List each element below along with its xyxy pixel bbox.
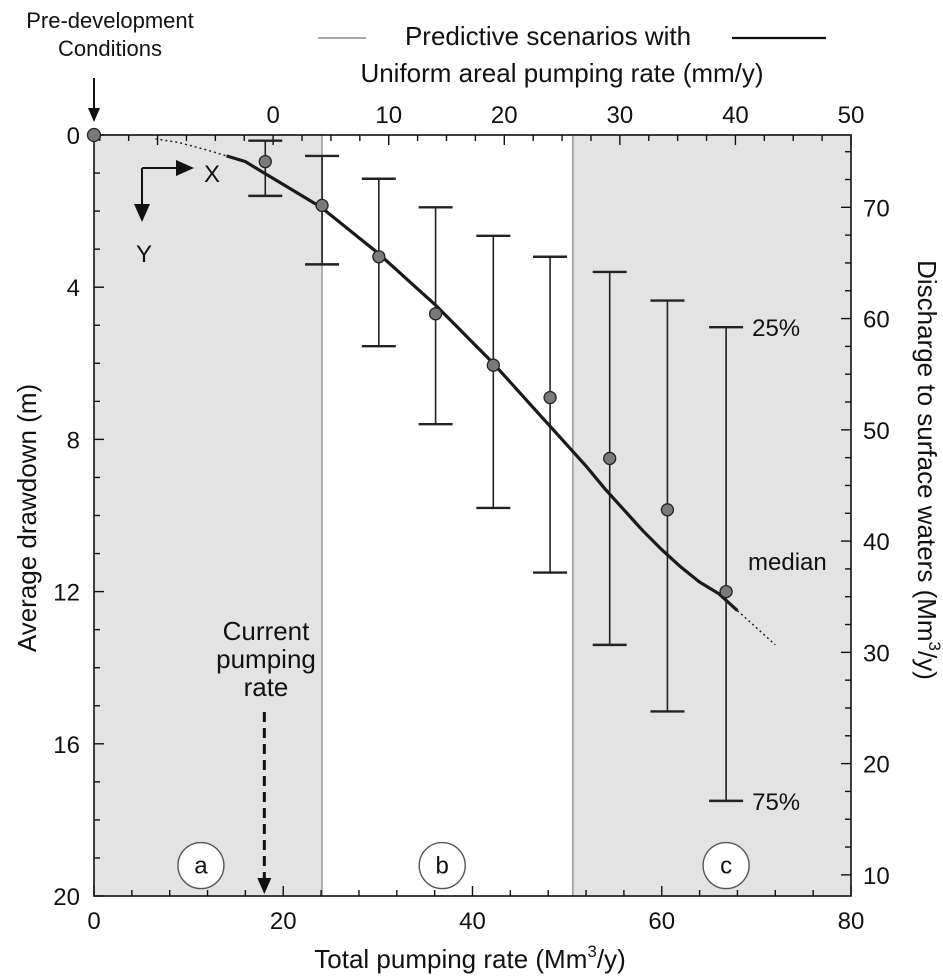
x-tick-label: 60 — [648, 908, 675, 935]
y-tick-label: 16 — [53, 732, 80, 759]
x-tick-label: 40 — [459, 908, 486, 935]
predev-label-line2: Conditions — [58, 36, 162, 61]
y-tick-label: 12 — [53, 580, 80, 607]
top-label-line1: Predictive scenarios with — [405, 21, 691, 51]
curve-dotted-end — [736, 610, 776, 646]
y-tick-label: 4 — [67, 275, 80, 302]
x2-tick-label: 40 — [722, 102, 749, 129]
top-label-line2: Uniform areal pumping rate (mm/y) — [360, 58, 763, 88]
y-tick-label: 8 — [67, 427, 80, 454]
q75-label: 75% — [752, 789, 800, 816]
y-tick-label: 20 — [53, 884, 80, 911]
y2-tick-label: 30 — [863, 640, 890, 667]
predevelopment-point — [86, 127, 102, 143]
x-axis-label: Total pumping rate (Mm3/y) — [314, 942, 625, 974]
region-boundaries — [321, 135, 574, 896]
data-point-1 — [315, 198, 329, 213]
axis-x-letter: X — [204, 161, 220, 188]
x2-tick-label: 0 — [266, 102, 279, 129]
y2-tick-label: 20 — [863, 752, 890, 779]
data-point-7 — [660, 503, 675, 517]
y2-tick-label: 50 — [863, 418, 890, 445]
region-b-circle — [418, 841, 466, 890]
region-c-shade — [572, 135, 851, 896]
region-a-circle — [177, 841, 225, 890]
region-c-label: c — [720, 853, 732, 880]
y2-axis-label: Discharge to surface waters (Mm3/y) — [912, 260, 943, 680]
median-label: median — [748, 549, 827, 576]
x2-tick-label: 30 — [607, 102, 634, 129]
predev-label-line1: Pre-development — [26, 8, 194, 33]
data-point-0 — [258, 154, 272, 169]
x2-tick-label: 50 — [838, 102, 865, 129]
tick-labels: 0 20 40 60 80 0 4 8 12 16 20 0 10 20 30 40 50 10 20 30 40 50 6… — [53, 102, 889, 935]
plot-frame — [93, 134, 852, 897]
region-a-label: a — [194, 853, 208, 880]
y2-tick-label: 40 — [863, 529, 890, 556]
x2-tick-label: 20 — [491, 102, 518, 129]
data-point-5 — [543, 390, 557, 405]
y2-tick-label: 70 — [863, 195, 890, 222]
data-point-2 — [372, 250, 386, 264]
region-shading — [94, 135, 851, 896]
axis-orientation-indicator: X Y — [134, 160, 220, 268]
data-point-6 — [603, 451, 617, 466]
current-rate-line2: pumping — [216, 644, 316, 674]
data-point-8 — [719, 584, 733, 599]
x2-tick-label: 10 — [375, 102, 402, 129]
current-rate-arrow — [257, 712, 272, 894]
y2-tick-label: 10 — [863, 863, 890, 890]
fitted-curve — [155, 138, 776, 646]
x-tick-label: 0 — [87, 908, 100, 935]
q25-label: 25% — [752, 315, 800, 342]
axis-y-letter: Y — [136, 241, 152, 268]
current-arrow-head — [257, 878, 272, 894]
predev-arrow — [88, 78, 100, 122]
x-tick-label: 20 — [270, 908, 297, 935]
y2-tick-label: 60 — [863, 307, 890, 334]
curve-main — [226, 154, 739, 612]
top-label-line1-group: Predictive scenarios with — [318, 21, 826, 51]
x-tick-label: 80 — [838, 908, 865, 935]
y-axis-label: Average drawdown (m) — [12, 384, 42, 652]
region-c-circle — [702, 841, 750, 890]
region-labels: a b c — [177, 841, 750, 890]
region-a-shade — [94, 135, 323, 896]
y-tick-label: 0 — [67, 123, 80, 150]
data-points — [86, 127, 733, 599]
data-point-3 — [428, 307, 443, 321]
current-rate-line1: Current — [223, 616, 310, 646]
region-b-label: b — [436, 853, 449, 880]
data-point-4 — [486, 358, 500, 372]
current-rate-line3: rate — [244, 672, 289, 702]
